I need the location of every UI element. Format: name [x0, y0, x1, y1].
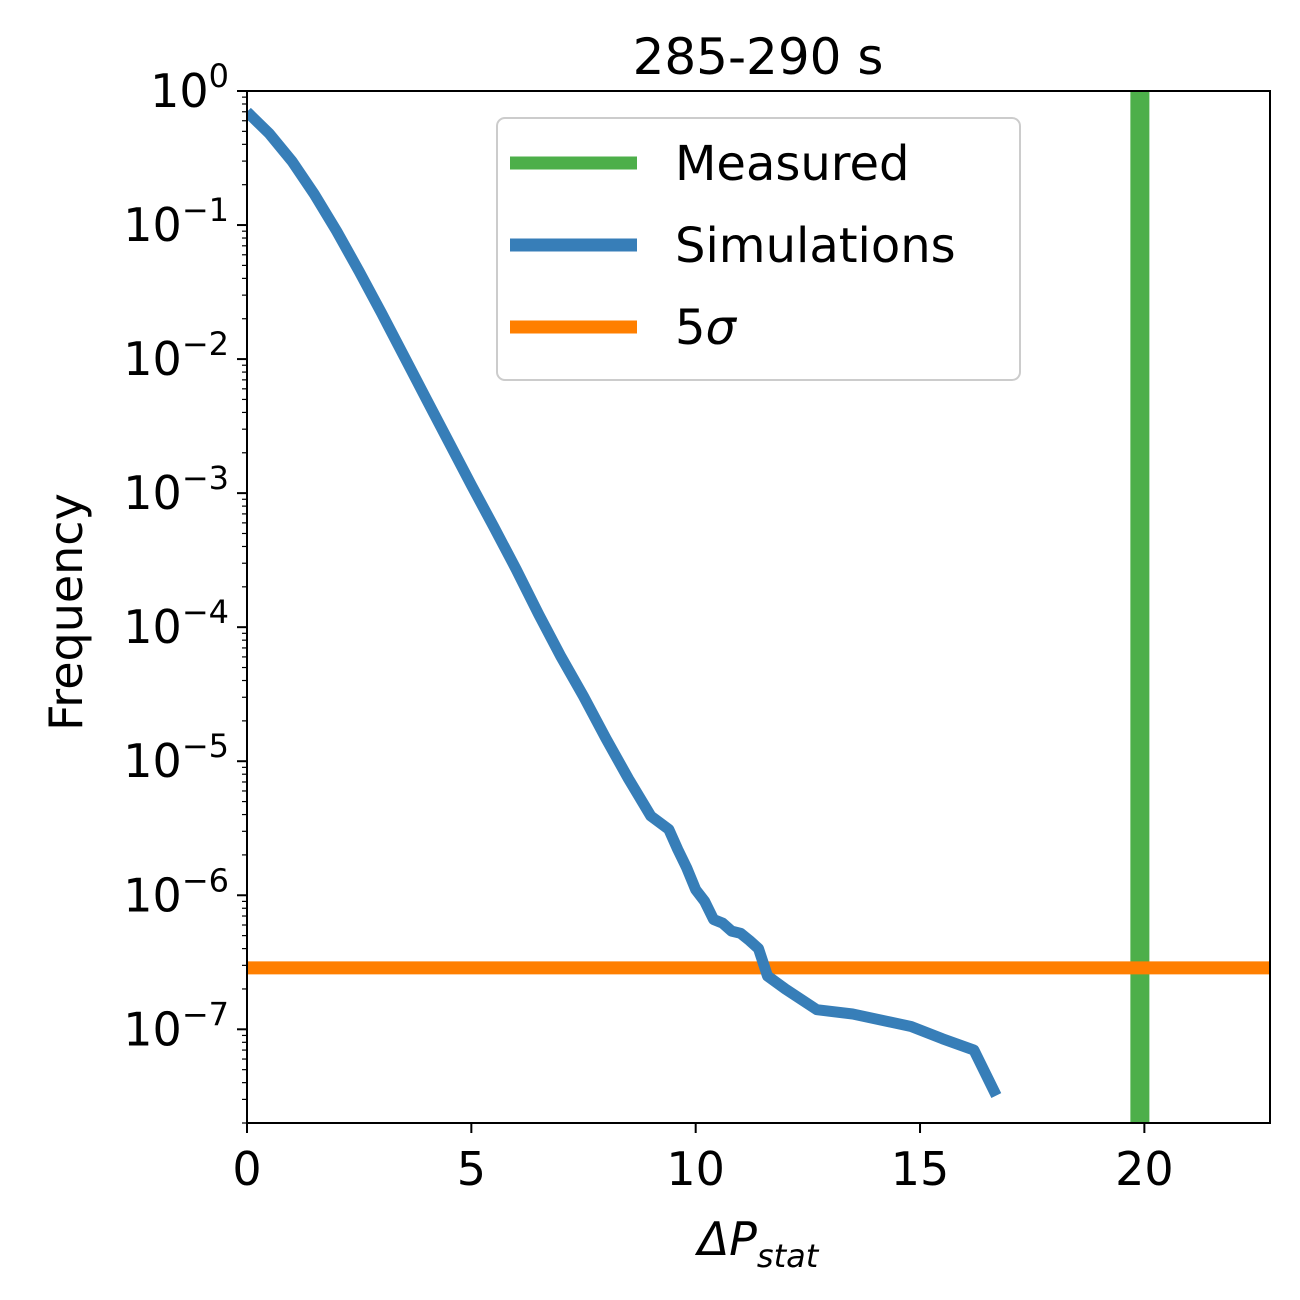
y-tick-label: 10−4	[123, 593, 229, 654]
x-axis-label: ΔPstat	[695, 1212, 820, 1275]
legend-label: Simulations	[675, 218, 956, 274]
x-tick-label: 20	[1115, 1142, 1174, 1196]
y-tick-label: 10−3	[123, 459, 229, 520]
axes-frame	[246, 90, 1271, 1124]
y-tick-label: 10−7	[123, 995, 229, 1056]
ticks-layer	[237, 90, 1146, 1133]
simulations-series-line	[247, 107, 1002, 1099]
x-tick-label: 15	[891, 1142, 950, 1196]
y-tick-label: 100	[150, 57, 229, 118]
y-tick-label: 10−5	[123, 727, 229, 788]
x-axis-label-subscript: stat	[757, 1237, 820, 1275]
y-axis-label: Frequency	[39, 493, 93, 731]
x-tick-label: 5	[457, 1142, 486, 1196]
tick-labels-layer: 0 5 10 15 20 100 10−1 10−2 10−3 10−4 10−5 10−6 10−7	[123, 57, 1173, 1196]
legend-label: Measured	[675, 136, 909, 192]
y-tick-label: 10−1	[123, 191, 229, 252]
x-tick-label: 0	[232, 1142, 261, 1196]
data-layer	[247, 91, 1270, 1123]
legend-box	[496, 117, 1021, 381]
x-tick-label: 10	[666, 1142, 725, 1196]
y-tick-label: 10−2	[123, 325, 229, 386]
legend: Measured Simulations 5σ	[496, 117, 1021, 381]
x-axis-label-base: ΔP	[695, 1212, 757, 1266]
y-tick-label: 10−6	[123, 861, 229, 922]
legend-label: 5σ	[675, 300, 738, 356]
chart-title: 285-290 s	[633, 28, 884, 86]
